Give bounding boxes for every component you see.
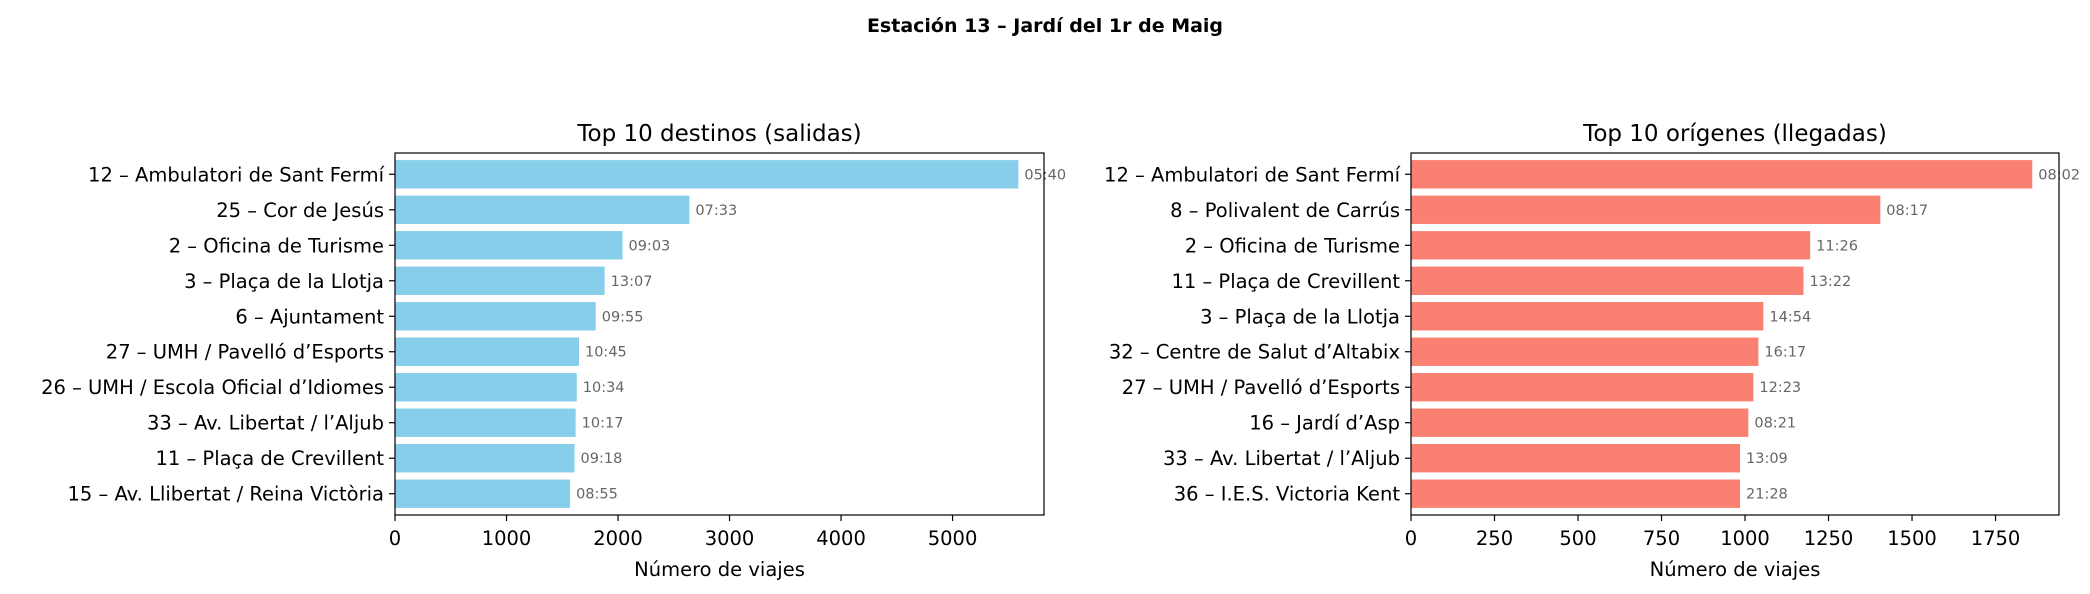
bar-label: 10:34 <box>583 380 625 396</box>
bar <box>1411 302 1764 331</box>
x-tick-label: 0 <box>389 527 401 550</box>
bar-label: 10:45 <box>585 345 627 361</box>
y-tick-label: 2 – Oficina de Turisme <box>169 234 384 257</box>
y-tick-label: 2 – Oficina de Turisme <box>1185 234 1400 257</box>
bar-label: 13:09 <box>1746 451 1788 467</box>
bar <box>395 408 576 437</box>
bar <box>1411 160 2033 189</box>
x-tick-label: 500 <box>1559 527 1596 550</box>
x-tick-label: 5000 <box>928 527 978 550</box>
bar-label: 09:18 <box>581 451 623 467</box>
axes-frame <box>1410 152 2060 516</box>
bar-label: 13:22 <box>1809 274 1851 290</box>
bar-label: 13:07 <box>611 274 653 290</box>
x-axis-label: Número de viajes <box>1650 558 1821 581</box>
y-tick-label: 32 – Centre de Salut d’Altabix <box>1109 341 1400 364</box>
bar-label: 09:55 <box>602 309 644 325</box>
x-tick-label: 1000 <box>1720 527 1770 550</box>
x-axis-label: Número de viajes <box>634 558 805 581</box>
y-tick-label: 27 – UMH / Pavelló d’Esports <box>1122 376 1400 399</box>
bar-label: 07:33 <box>695 203 737 219</box>
bar <box>395 195 690 224</box>
y-tick-label: 3 – Plaça de la Llotja <box>1200 305 1400 328</box>
bar-label: 09:03 <box>628 238 670 254</box>
y-tick-label: 36 – I.E.S. Victoria Kent <box>1174 483 1401 506</box>
y-tick-label: 11 – Plaça de Crevillent <box>155 447 384 470</box>
y-tick-label: 8 – Polivalent de Carrús <box>1170 199 1400 222</box>
bar <box>1411 231 1811 260</box>
bar-label: 21:28 <box>1746 487 1788 503</box>
bar-label: 11:26 <box>1816 238 1858 254</box>
bar <box>1411 373 1754 402</box>
y-tick-label: 26 – UMH / Escola Oficial d’Idiomes <box>41 376 384 399</box>
x-tick-label: 1500 <box>1887 527 1937 550</box>
x-tick-label: 3000 <box>705 527 755 550</box>
bar <box>1411 444 1741 473</box>
x-tick-label: 1000 <box>482 527 532 550</box>
bar <box>395 266 605 295</box>
y-tick-label: 16 – Jardí d’Asp <box>1249 412 1400 435</box>
bar-label: 08:17 <box>1886 203 1928 219</box>
bar <box>395 231 623 260</box>
y-tick-label: 3 – Plaça de la Llotja <box>184 270 384 293</box>
y-tick-label: 12 – Ambulatori de Sant Fermí <box>1104 163 1401 186</box>
y-tick-label: 27 – UMH / Pavelló d’Esports <box>106 341 384 364</box>
bar-label: 08:55 <box>576 487 618 503</box>
bar <box>1411 195 1881 224</box>
y-tick-label: 33 – Av. Libertat / l’Aljub <box>1163 447 1400 470</box>
bar-label: 16:17 <box>1764 345 1806 361</box>
bar <box>1411 408 1749 437</box>
bar-label: 05:40 <box>1024 167 1066 183</box>
y-tick-label: 11 – Plaça de Crevillent <box>1171 270 1400 293</box>
y-tick-label: 15 – Av. Llibertat / Reina Victòria <box>68 483 385 506</box>
panel-title: Top 10 destinos (salidas) <box>576 121 861 147</box>
y-tick-label: 25 – Cor de Jesús <box>216 199 384 222</box>
bar-label: 14:54 <box>1769 309 1811 325</box>
bar-label: 12:23 <box>1759 380 1801 396</box>
bar-label: 10:17 <box>582 416 624 432</box>
y-tick-label: 6 – Ajuntament <box>235 305 384 328</box>
x-tick-label: 0 <box>1405 527 1417 550</box>
bar <box>395 337 579 366</box>
bar <box>395 479 571 508</box>
bar <box>1411 479 1741 508</box>
panel-top-destinos: Top 10 destinos (salidas) 05:40 12 – Ambul… <box>41 121 1066 581</box>
x-tick-label: 2000 <box>593 527 643 550</box>
bar <box>1411 337 1759 366</box>
bar-label: 08:21 <box>1754 416 1796 432</box>
y-tick-label: 12 – Ambulatori de Sant Fermí <box>88 163 385 186</box>
x-tick-label: 4000 <box>816 527 866 550</box>
x-tick-label: 1250 <box>1804 527 1854 550</box>
bar <box>395 160 1019 189</box>
bar <box>395 444 575 473</box>
x-tick-label: 750 <box>1643 527 1680 550</box>
x-tick-label: 250 <box>1476 527 1513 550</box>
y-tick-label: 33 – Av. Libertat / l’Aljub <box>147 412 384 435</box>
bar <box>1411 266 1804 295</box>
x-tick-label: 1750 <box>1971 527 2021 550</box>
axes-frame <box>394 152 1045 516</box>
panel-title: Top 10 orígenes (llegadas) <box>1582 121 1887 147</box>
bar <box>395 302 596 331</box>
figure-suptitle: Estación 13 – Jardí del 1r de Maig <box>867 15 1223 37</box>
bar <box>395 373 577 402</box>
